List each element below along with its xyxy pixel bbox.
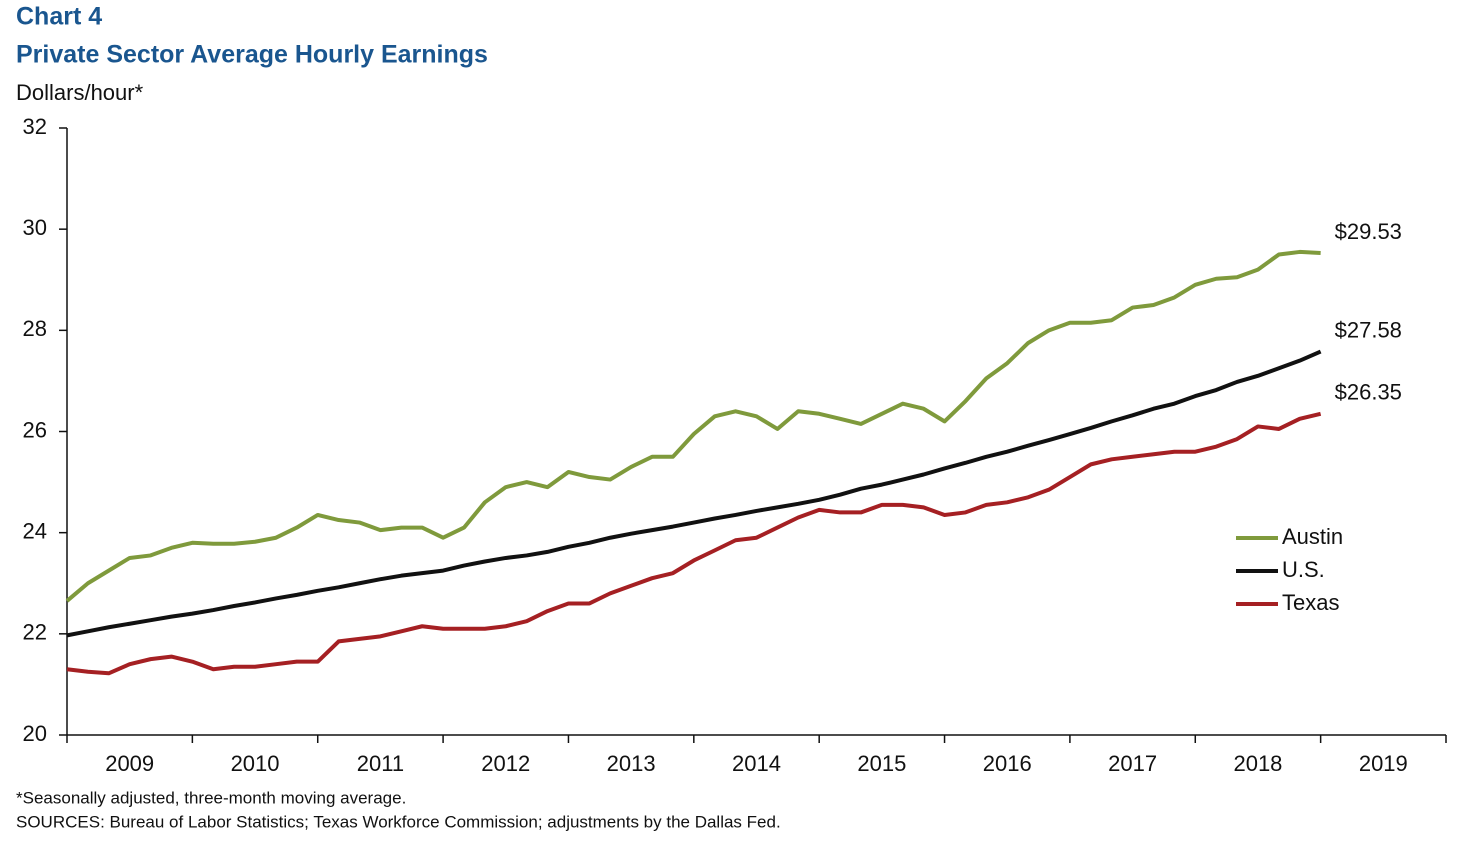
y-tick-label: 24 bbox=[23, 518, 47, 543]
chart-label: Chart 4 bbox=[16, 3, 102, 31]
x-tick-label: 2014 bbox=[732, 751, 781, 776]
end-label: $27.58 bbox=[1335, 317, 1402, 342]
series-line bbox=[66, 411, 1322, 676]
legend-label: Austin bbox=[1282, 524, 1343, 549]
x-tick-label: 2009 bbox=[105, 751, 154, 776]
x-tick-label: 2013 bbox=[607, 751, 656, 776]
series-line bbox=[65, 249, 1321, 603]
y-tick-label: 20 bbox=[23, 721, 47, 746]
y-tick-label: 30 bbox=[23, 215, 47, 240]
y-tick-label: 32 bbox=[23, 114, 47, 139]
sources: SOURCES: Bureau of Labor Statistics; Tex… bbox=[16, 812, 781, 831]
y-axis-label: Dollars/hour* bbox=[16, 80, 144, 105]
series-line bbox=[66, 349, 1322, 638]
footnote: *Seasonally adjusted, three-month moving… bbox=[16, 788, 406, 807]
x-tick-label: 2012 bbox=[481, 751, 530, 776]
legend-label: U.S. bbox=[1282, 557, 1325, 582]
x-tick-label: 2018 bbox=[1233, 751, 1282, 776]
x-tick-label: 2016 bbox=[983, 751, 1032, 776]
y-tick-label: 26 bbox=[23, 417, 47, 442]
end-label: $26.35 bbox=[1335, 380, 1402, 405]
x-tick-label: 2017 bbox=[1108, 751, 1157, 776]
legend-label: Texas bbox=[1282, 590, 1339, 615]
end-label: $29.53 bbox=[1335, 219, 1402, 244]
x-tick-label: 2015 bbox=[857, 751, 906, 776]
x-tick-label: 2019 bbox=[1359, 751, 1408, 776]
x-tick-label: 2011 bbox=[357, 751, 404, 776]
y-tick-label: 22 bbox=[23, 620, 47, 645]
chart-title: Private Sector Average Hourly Earnings bbox=[16, 41, 488, 69]
x-tick-label: 2010 bbox=[231, 751, 280, 776]
y-tick-label: 28 bbox=[23, 316, 47, 341]
